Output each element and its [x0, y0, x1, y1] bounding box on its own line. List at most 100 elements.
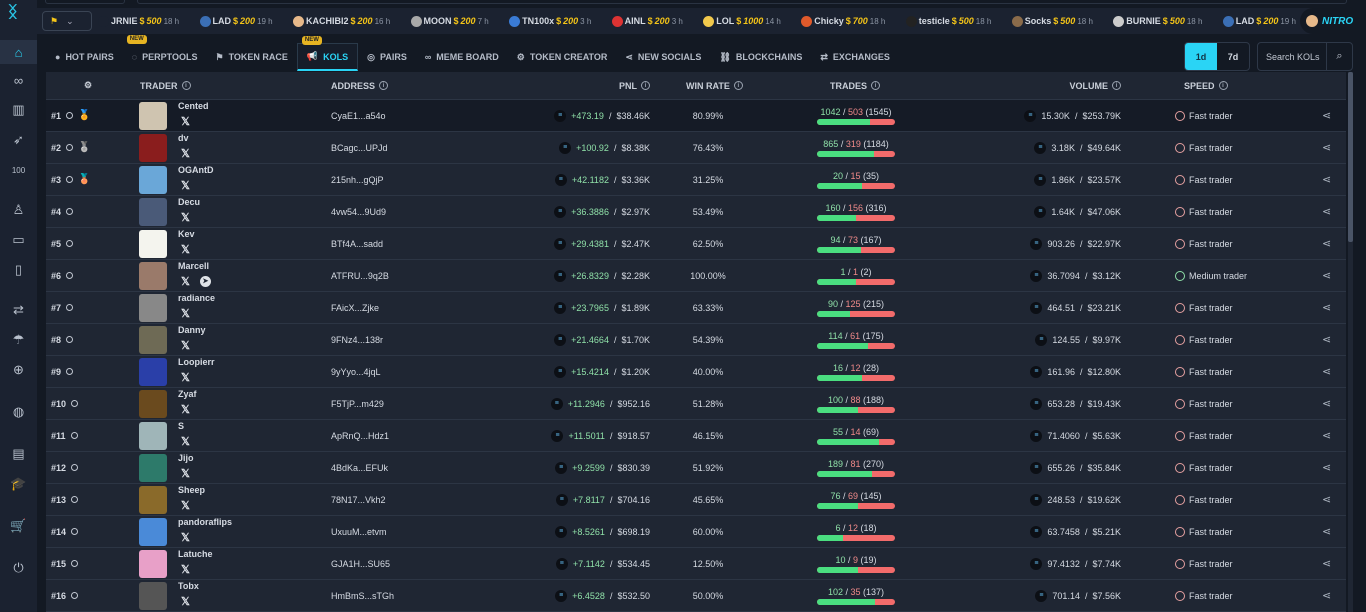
- globe-icon[interactable]: ◍: [12, 404, 25, 419]
- x-twitter-icon[interactable]: 𝕏: [181, 404, 190, 416]
- info-icon[interactable]: i: [181, 81, 191, 90]
- tab-hot-pairs[interactable]: ● HOT PAIRS: [46, 43, 123, 71]
- avatar[interactable]: [139, 422, 167, 450]
- avatar[interactable]: [139, 294, 167, 322]
- hundred-icon[interactable]: 100: [11, 165, 26, 175]
- avatar[interactable]: [139, 230, 167, 258]
- tab-perptools[interactable]: ◌ PERPTOOLS NEW: [123, 35, 207, 71]
- chart-icon[interactable]: ▥: [12, 102, 25, 117]
- table-row[interactable]: #4 Decu 𝕏 4vw54...9Ud9 ≡ +36.3886 / $2.97K 53.49…: [46, 196, 1346, 228]
- table-row[interactable]: #2 🏅 dv 𝕏 BCagc...UPJd ≡ +100.92 / $8.38K 76.43% 8…: [46, 132, 1346, 164]
- search-input[interactable]: Search KOLs: [1266, 51, 1320, 62]
- share-icon[interactable]: ⋖: [1322, 526, 1332, 538]
- table-row[interactable]: #8 Danny 𝕏 9FNz4...138r ≡ +21.4664 / $1.70K 54.3…: [46, 324, 1346, 356]
- share-icon[interactable]: ⋖: [1322, 430, 1332, 442]
- x-twitter-icon[interactable]: 𝕏: [181, 212, 190, 224]
- address[interactable]: UxuuM...etvm: [331, 526, 387, 537]
- address[interactable]: 215nh...gQjP: [331, 174, 384, 185]
- x-twitter-icon[interactable]: 𝕏: [181, 436, 190, 448]
- cart-icon[interactable]: 🛒: [10, 518, 27, 533]
- table-row[interactable]: #15 Latuche 𝕏 GJA1H...SU65 ≡ +7.1142 / $534.45 1…: [46, 548, 1346, 580]
- x-twitter-icon[interactable]: 𝕏: [181, 116, 190, 128]
- ticker-item[interactable]: MOON $200 7 h: [410, 15, 489, 27]
- share-icon[interactable]: ⋖: [1322, 398, 1332, 410]
- top-button[interactable]: [45, 0, 125, 4]
- trader-name[interactable]: Tobx: [178, 581, 199, 591]
- tab-pairs[interactable]: ◎ PAIRS: [358, 43, 416, 71]
- avatar[interactable]: [139, 326, 167, 354]
- share-icon[interactable]: ⋖: [1322, 270, 1332, 282]
- trader-name[interactable]: Marcell: [178, 261, 210, 271]
- header-win-rate[interactable]: WIN RATE i: [686, 72, 743, 99]
- ticker-item[interactable]: LAD $200 19 h: [199, 15, 273, 27]
- share-icon[interactable]: ⋖: [1322, 206, 1332, 218]
- ticker-item[interactable]: JRNIE $500 18 h: [98, 15, 179, 27]
- table-row[interactable]: #16 Tobx 𝕏 HmBmS...sTGh ≡ +6.4528 / $532.50 50.0…: [46, 580, 1346, 612]
- tab-token-race[interactable]: ⚑ TOKEN RACE: [207, 43, 297, 71]
- avatar[interactable]: [139, 454, 167, 482]
- info-icon[interactable]: i: [641, 81, 650, 90]
- trader-name[interactable]: Loopierr: [178, 357, 215, 367]
- info-icon[interactable]: i: [871, 81, 881, 90]
- avatar[interactable]: [139, 102, 167, 130]
- x-twitter-icon[interactable]: 𝕏: [181, 564, 190, 576]
- header-pnl[interactable]: PNL i: [619, 72, 650, 99]
- trader-name[interactable]: Zyaf: [178, 389, 197, 399]
- trader-name[interactable]: S: [178, 421, 185, 431]
- address[interactable]: 78N17...Vkh2: [331, 494, 386, 505]
- ticker-item[interactable]: TN100x $200 3 h: [509, 15, 591, 27]
- share-icon[interactable]: ⋖: [1322, 590, 1332, 602]
- table-row[interactable]: #9 Loopierr 𝕏 9yYyo...4jqL ≡ +15.4214 / $1.20K 4…: [46, 356, 1346, 388]
- period-1d-button[interactable]: 1d: [1185, 43, 1217, 70]
- parachute-icon[interactable]: ☂: [12, 332, 25, 347]
- address[interactable]: FAicX...Zjke: [331, 302, 380, 313]
- tab-new-socials[interactable]: ⋖ NEW SOCIALS: [616, 43, 710, 71]
- trader-name[interactable]: Kev: [178, 229, 195, 239]
- file-check-icon[interactable]: ▯: [14, 262, 23, 277]
- ticker-item[interactable]: Chicky $700 18 h: [801, 15, 885, 27]
- avatar[interactable]: [139, 262, 167, 290]
- avatar[interactable]: [139, 134, 167, 162]
- table-row[interactable]: #11 S 𝕏 ApRnQ...Hdz1 ≡ +11.5011 / $918.57 46.15%…: [46, 420, 1346, 452]
- tab-kols[interactable]: 📢 KOLS NEW: [296, 36, 359, 71]
- share-icon[interactable]: ⋖: [1322, 142, 1332, 154]
- avatar[interactable]: [139, 198, 167, 226]
- share-icon[interactable]: ⋖: [1322, 366, 1332, 378]
- x-twitter-icon[interactable]: 𝕏: [181, 148, 190, 160]
- scrollbar[interactable]: [1348, 72, 1353, 612]
- x-twitter-icon[interactable]: 𝕏: [181, 468, 190, 480]
- address[interactable]: BTf4A...sadd: [331, 238, 384, 249]
- share-icon[interactable]: ⋖: [1322, 238, 1332, 250]
- avatar[interactable]: [139, 518, 167, 546]
- tab-blockchains[interactable]: ⛓ BLOCKCHAINS: [710, 43, 811, 71]
- nitro-badge[interactable]: NITRO: [1300, 8, 1366, 34]
- trader-name[interactable]: Danny: [178, 325, 206, 335]
- table-row[interactable]: #10 Zyaf 𝕏 F5TjP...m429 ≡ +11.2946 / $952.16 51.…: [46, 388, 1346, 420]
- address[interactable]: 4vw54...9Ud9: [331, 206, 387, 217]
- ticker-item[interactable]: AINL $200 3 h: [611, 15, 683, 27]
- app-logo-icon[interactable]: ᛝ: [8, 4, 18, 21]
- address[interactable]: GJA1H...SU65: [331, 558, 391, 569]
- ticker-item[interactable]: LAD $200 19 h: [1222, 15, 1296, 27]
- binoculars-icon[interactable]: ∞: [13, 72, 24, 88]
- avatar[interactable]: [139, 358, 167, 386]
- trader-name[interactable]: radiance: [178, 293, 216, 303]
- address[interactable]: HmBmS...sTGh: [331, 590, 395, 601]
- table-row[interactable]: #3 🏅 OGAntD 𝕏 215nh...gQjP ≡ +42.1182 / $3.36K 31…: [46, 164, 1346, 196]
- info-icon[interactable]: i: [1218, 81, 1228, 90]
- avatar[interactable]: [139, 390, 167, 418]
- home-icon[interactable]: ⌂: [0, 40, 37, 64]
- x-twitter-icon[interactable]: 𝕏: [181, 596, 190, 608]
- trader-name[interactable]: dv: [178, 133, 189, 143]
- address[interactable]: BCagc...UPJd: [331, 142, 388, 153]
- ticker-item[interactable]: KACHIBI2 $200 16 h: [293, 15, 390, 27]
- graduation-cap-icon[interactable]: 🎓: [10, 476, 27, 491]
- header-trades[interactable]: TRADES i: [830, 72, 881, 99]
- trader-name[interactable]: Cented: [178, 101, 209, 111]
- news-icon[interactable]: ▤: [12, 446, 25, 461]
- search-icon[interactable]: ⌕: [1326, 43, 1352, 70]
- table-row[interactable]: #13 Sheep 𝕏 78N17...Vkh2 ≡ +7.8117 / $704.16 45.…: [46, 484, 1346, 516]
- address[interactable]: 9FNz4...138r: [331, 334, 384, 345]
- user-icon[interactable]: ♙: [12, 202, 25, 217]
- info-icon[interactable]: i: [1112, 81, 1121, 90]
